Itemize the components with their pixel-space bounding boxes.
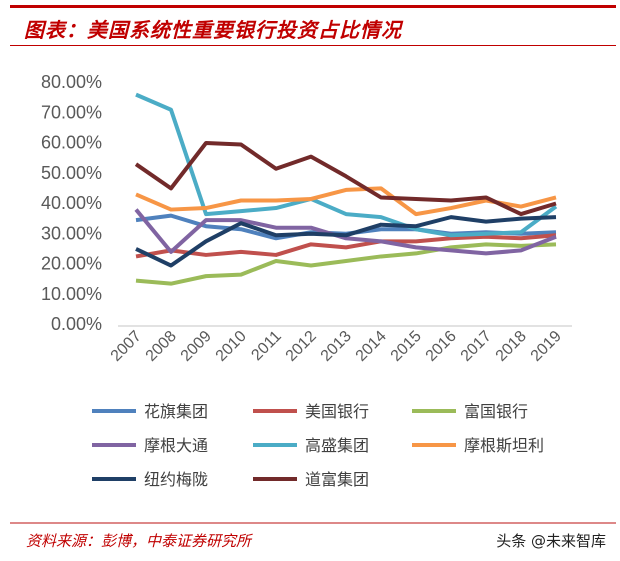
- series-line: [135, 233, 557, 259]
- series-line: [135, 215, 557, 268]
- series-line: [134, 141, 557, 217]
- legend-label: 道富集团: [305, 470, 369, 489]
- y-tick-label: 80.00%: [41, 72, 102, 92]
- legend-label: 纽约梅陇: [144, 470, 208, 489]
- series-line: [134, 208, 557, 256]
- y-tick-label: 60.00%: [41, 133, 102, 153]
- watermark: 头条 @未来智库: [496, 532, 606, 550]
- title-rule: [10, 45, 616, 46]
- top-rule: [10, 5, 616, 8]
- legend-label: 花旗集团: [144, 402, 208, 421]
- series-line: [135, 92, 558, 238]
- y-tick-label: 20.00%: [41, 254, 102, 274]
- x-tick-label: 2011: [248, 328, 284, 364]
- x-tick-label: 2017: [458, 328, 495, 365]
- x-tick-label: 2010: [213, 328, 250, 365]
- x-tick-label: 2009: [178, 328, 215, 365]
- x-tick-label: 2013: [318, 328, 355, 365]
- chart-title: 图表：美国系统性重要银行投资占比情况: [24, 18, 402, 42]
- y-tick-label: 50.00%: [41, 163, 102, 183]
- x-tick-label: 2014: [353, 328, 390, 365]
- series-line: [135, 242, 557, 286]
- x-tick-label: 2018: [493, 328, 530, 365]
- x-tick-label: 2007: [108, 328, 145, 365]
- series-line: [135, 186, 557, 217]
- line-chart: 0.00% 10.00% 20.00% 30.00% 40.00% 50.00% 60.00…: [41, 72, 572, 489]
- legend-label: 摩根大通: [144, 436, 208, 455]
- x-tick-label: 2019: [528, 328, 565, 365]
- y-tick-label: 40.00%: [41, 193, 102, 213]
- x-tick-label: 2012: [283, 328, 320, 365]
- legend-label: 美国银行: [305, 402, 369, 421]
- legend-label: 高盛集团: [305, 436, 369, 455]
- x-tick-label: 2008: [143, 328, 180, 365]
- bottom-rule: [10, 522, 616, 524]
- y-tick-label: 30.00%: [41, 223, 102, 243]
- legend-label: 摩根斯坦利: [464, 436, 544, 455]
- y-tick-label: 10.00%: [41, 284, 102, 304]
- y-tick-label: 70.00%: [41, 102, 102, 122]
- x-tick-label: 2015: [388, 328, 425, 365]
- x-tick-label: 2016: [423, 328, 460, 365]
- legend-label: 富国银行: [464, 402, 528, 421]
- source-note: 资料来源：彭博，中泰证券研究所: [26, 532, 252, 550]
- y-tick-label: 0.00%: [51, 314, 102, 334]
